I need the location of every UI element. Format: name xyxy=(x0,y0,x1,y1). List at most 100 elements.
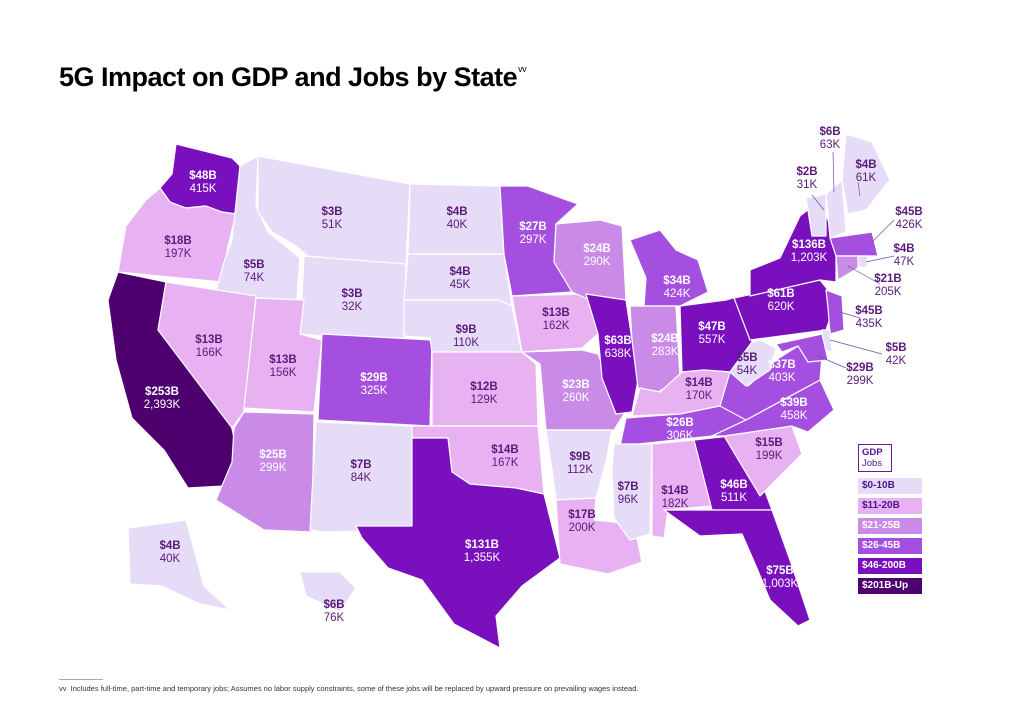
state-vt xyxy=(805,193,827,237)
state-jobs-mo: 260K xyxy=(563,392,590,404)
state-jobs-id: 74K xyxy=(244,272,265,284)
state-gdp-or: $18B xyxy=(164,235,192,247)
state-jobs-ok: 167K xyxy=(492,457,519,469)
state-nh xyxy=(825,179,847,239)
state-gdp-me: $4B xyxy=(855,159,876,171)
state-gdp-fl: $75B xyxy=(766,565,794,577)
state-gdp-pa: $61B xyxy=(767,288,795,300)
state-jobs-wa: 415K xyxy=(190,183,217,195)
state-md xyxy=(775,333,829,363)
state-jobs-tx: 1,355K xyxy=(464,552,501,564)
state-gdp-ne: $9B xyxy=(455,324,476,336)
state-gdp-ks: $12B xyxy=(470,381,498,393)
state-jobs-mn: 297K xyxy=(520,234,547,246)
state-jobs-il: 638K xyxy=(605,348,632,360)
state-jobs-al: 182K xyxy=(662,498,689,510)
state-gdp-tn: $26B xyxy=(666,417,694,429)
state-jobs-wv: 54K xyxy=(737,365,758,377)
state-ia xyxy=(511,293,599,353)
state-jobs-nc: 458K xyxy=(781,410,808,422)
state-az xyxy=(215,411,315,533)
state-me xyxy=(841,133,891,215)
state-jobs-nm: 84K xyxy=(351,472,372,484)
state-gdp-mi: $34B xyxy=(663,275,691,287)
state-gdp-ct: $21B xyxy=(874,273,902,285)
state-gdp-de: $5B xyxy=(885,342,906,354)
state-jobs-nd: 40K xyxy=(447,219,468,231)
state-jobs-wy: 32K xyxy=(342,301,363,313)
state-jobs-nh: 63K xyxy=(820,139,841,151)
state-gdp-ky: $14B xyxy=(685,377,713,389)
state-gdp-md: $29B xyxy=(846,362,874,374)
state-jobs-ks: 129K xyxy=(471,394,498,406)
state-gdp-co: $29B xyxy=(360,372,388,384)
state-jobs-hi: 76K xyxy=(324,612,345,624)
leader-line-me xyxy=(857,181,861,197)
state-jobs-sd: 45K xyxy=(450,279,471,291)
state-or xyxy=(117,187,237,283)
state-gdp-ak: $4B xyxy=(159,540,180,552)
state-jobs-ny: 1,203K xyxy=(791,252,828,264)
footnote-marker: vv xyxy=(59,684,67,693)
leader-line-ct xyxy=(847,265,881,285)
state-gdp-az: $25B xyxy=(259,449,287,461)
legend-item: $26-45B xyxy=(858,538,922,554)
state-jobs-ar: 112K xyxy=(567,464,593,476)
state-jobs-ma: 426K xyxy=(896,219,923,231)
legend-item: $201B-Up xyxy=(858,578,922,594)
leader-line-nh xyxy=(832,151,835,193)
state-jobs-mt: 51K xyxy=(322,219,343,231)
state-gdp-nv: $13B xyxy=(195,334,223,346)
state-jobs-sc: 199K xyxy=(756,450,783,462)
legend-item: $0-10B xyxy=(858,478,922,494)
leader-line-ma xyxy=(871,219,895,243)
state-gdp-ok: $14B xyxy=(491,444,519,456)
leader-line-de xyxy=(829,339,883,355)
state-jobs-pa: 620K xyxy=(768,301,795,313)
state-ct xyxy=(835,255,859,281)
state-mo xyxy=(521,349,625,431)
state-jobs-ms: 96K xyxy=(618,494,639,506)
state-id xyxy=(213,155,301,311)
state-ak xyxy=(127,519,231,611)
leader-line-ri xyxy=(865,255,895,263)
legend-item: $21-25B xyxy=(858,518,922,534)
state-jobs-fl: 1,003K xyxy=(762,578,799,590)
state-jobs-de: 42K xyxy=(886,355,907,367)
state-wv xyxy=(729,339,777,387)
state-jobs-mi: 424K xyxy=(664,288,691,300)
state-gdp-sc: $15B xyxy=(755,437,783,449)
state-jobs-ak: 40K xyxy=(160,553,181,565)
state-jobs-ia: 162K xyxy=(543,320,570,332)
legend-header-jobs: Jobs xyxy=(862,458,883,469)
state-gdp-ga: $46B xyxy=(720,479,748,491)
title-footnote-marker: vv xyxy=(518,64,527,74)
state-gdp-ms: $7B xyxy=(617,481,638,493)
state-jobs-ne: 110K xyxy=(453,337,479,349)
